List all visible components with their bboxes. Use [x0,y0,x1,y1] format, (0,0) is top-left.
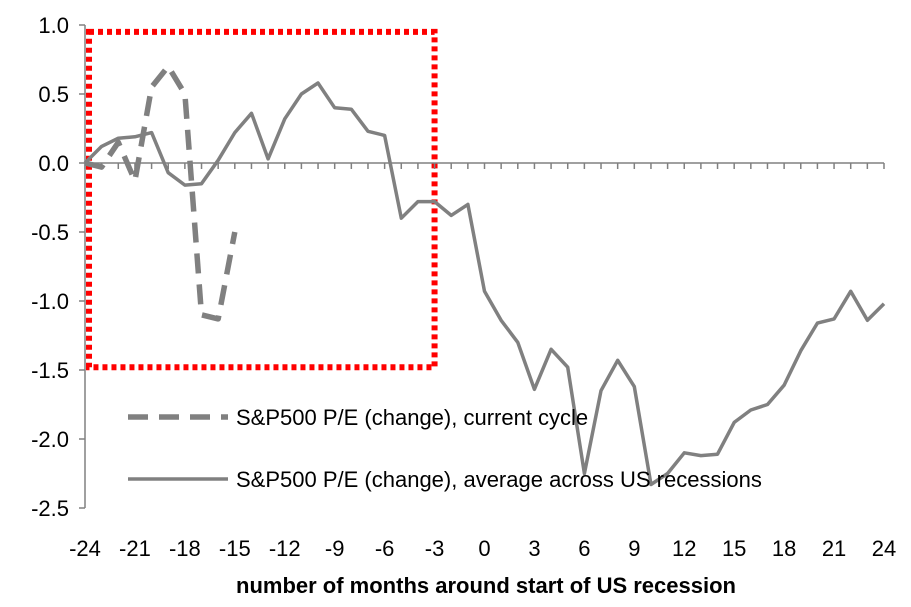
point-average [866,319,869,322]
point-average [849,290,852,293]
y-tick-label: -0.5 [31,220,69,245]
point-average [749,409,752,412]
point-average [566,366,569,369]
point-average [117,137,120,140]
highlight-box-layer [86,28,438,371]
x-tick-label: 3 [528,536,540,561]
y-tick-label: -2.0 [31,427,69,452]
legend-label-current-cycle: S&P500 P/E (change), current cycle [236,405,588,430]
point-average [883,302,886,305]
point-average [600,389,603,392]
x-tick-label: -18 [169,536,201,561]
x-tick-label: -9 [325,536,345,561]
y-tick-label: 1.0 [38,13,69,38]
point-average [516,341,519,344]
point-average [766,403,769,406]
y-tick-label: -2.5 [31,496,69,521]
x-tick-label: 0 [478,536,490,561]
point-average [733,421,736,424]
x-tick-label: 15 [722,536,746,561]
point-average [250,112,253,115]
y-tick-label: 0.5 [38,82,69,107]
point-current-cycle [200,313,203,316]
highlight-box [86,28,438,371]
point-average [100,145,103,148]
y-tick-label: -1.5 [31,358,69,383]
x-tick-label: -12 [269,536,301,561]
point-average [283,117,286,120]
point-average [483,290,486,293]
point-current-cycle [100,166,103,169]
point-current-cycle [167,65,170,68]
point-average [366,130,369,133]
point-average [699,454,702,457]
x-tick-label: 18 [772,536,796,561]
point-average [183,184,186,187]
point-current-cycle [117,141,120,144]
series-layer [83,63,886,487]
point-average [150,131,153,134]
point-average [433,200,436,203]
point-current-cycle [217,317,220,320]
point-current-cycle [233,231,236,234]
point-average [300,93,303,96]
point-average [616,359,619,362]
point-current-cycle [133,179,136,182]
point-average [84,162,87,165]
point-average [799,349,802,352]
x-tick-label: 9 [628,536,640,561]
point-average [500,319,503,322]
point-average [333,106,336,109]
x-tick-label: 24 [872,536,896,561]
x-tick-label: -21 [119,536,151,561]
point-average [233,131,236,134]
x-tick-label: -6 [375,536,395,561]
point-average [350,108,353,111]
x-tick-label: -3 [425,536,445,561]
legend: S&P500 P/E (change), current cycle S&P500… [128,405,762,492]
point-average [533,388,536,391]
y-tick-label: -1.0 [31,289,69,314]
point-average [833,317,836,320]
point-current-cycle [150,86,153,89]
legend-label-average: S&P500 P/E (change), average across US r… [236,467,762,492]
point-average [400,217,403,220]
x-axis-title: number of months around start of US rece… [236,573,736,598]
point-average [466,203,469,206]
y-tick-label: 0.0 [38,151,69,176]
point-current-cycle [183,93,186,96]
point-average [683,451,686,454]
point-average [383,134,386,137]
x-tick-label: 21 [822,536,846,561]
point-average [133,135,136,138]
point-average [167,171,170,174]
point-average [450,214,453,217]
axes: 1.0 0.5 0.0 -0.5 -1.0 -1.5 -2.0 -2.5-24 -21 -18 -1… [31,13,896,561]
x-tick-label: 6 [578,536,590,561]
point-average [217,159,220,162]
point-average [200,182,203,185]
x-tick-label: -15 [219,536,251,561]
point-average [816,322,819,325]
point-average [267,157,270,160]
point-average [783,384,786,387]
point-average [716,453,719,456]
series-line-current-cycle [84,63,238,322]
x-tick-label: 12 [672,536,696,561]
point-average [416,200,419,203]
point-average [633,385,636,388]
x-tick-label: -24 [69,536,101,561]
point-average [317,81,320,84]
point-average [550,348,553,351]
series-line-average [83,81,886,487]
